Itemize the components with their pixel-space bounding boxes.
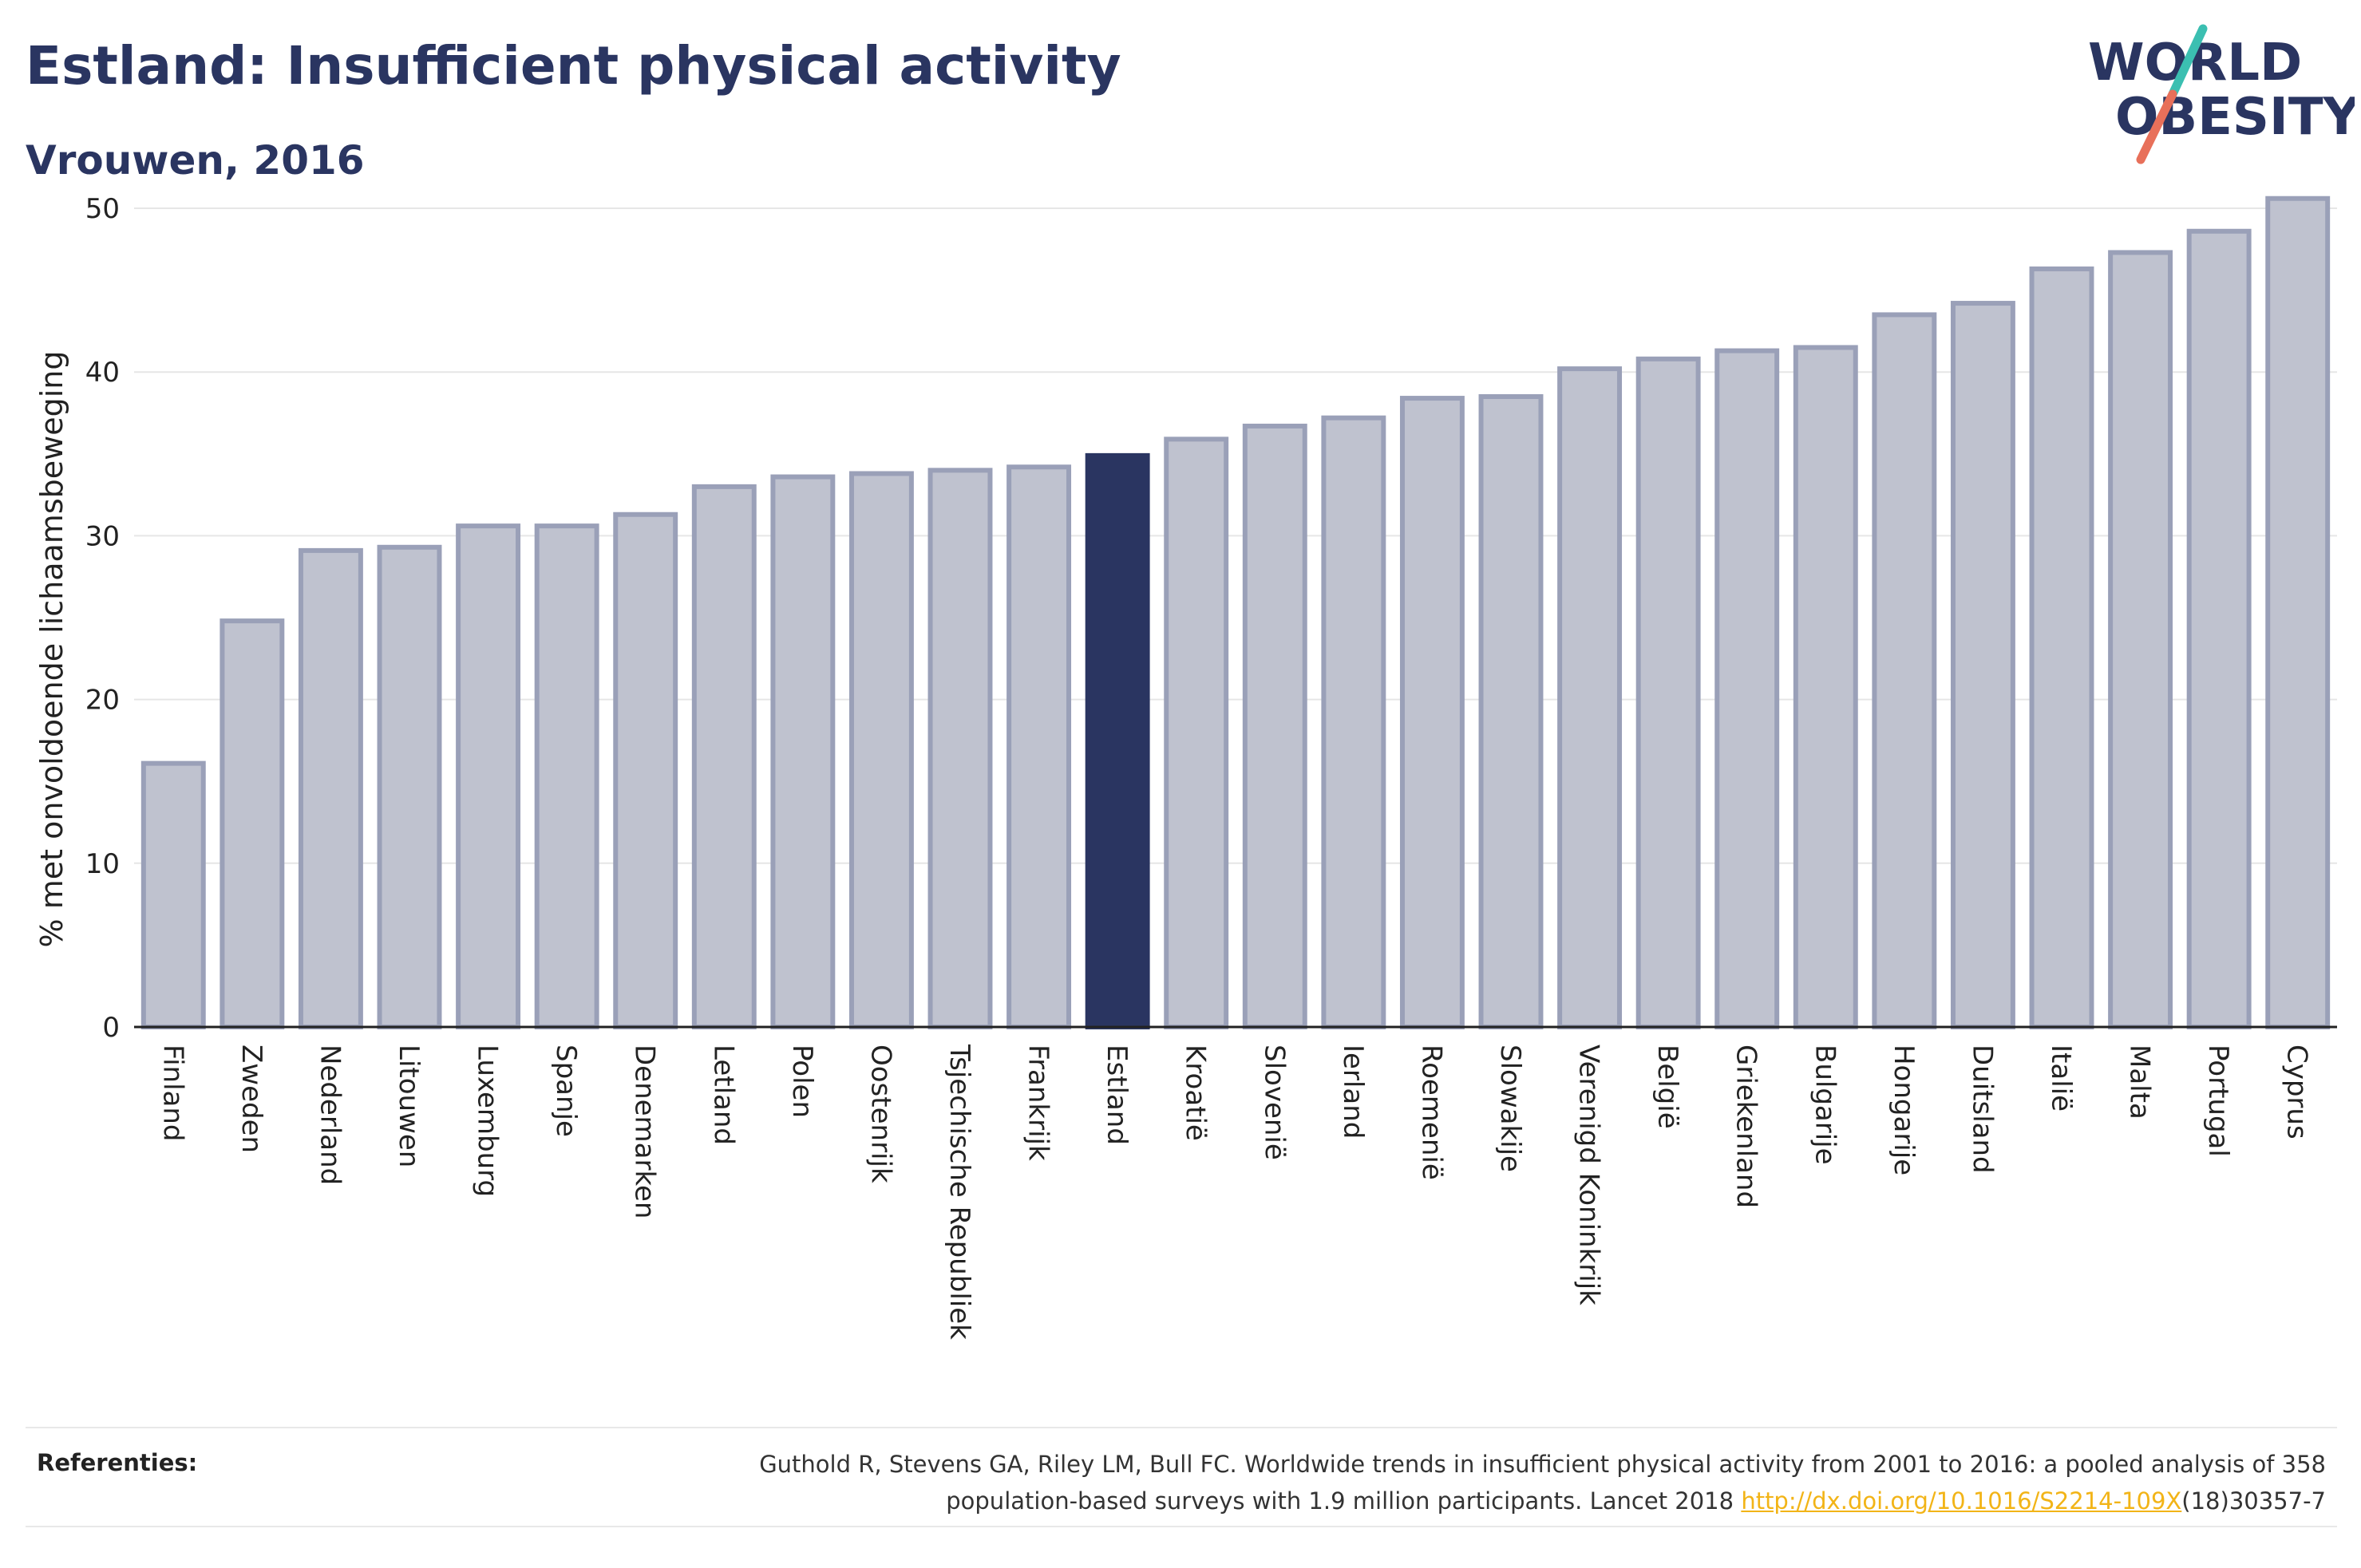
bar: [613, 511, 678, 1029]
x-tick-label: Litouwen: [393, 1045, 425, 1167]
x-tick-label: Estland: [1101, 1045, 1133, 1145]
bar: [298, 547, 363, 1029]
bar: [2186, 228, 2252, 1029]
x-tick-label: Spanje: [550, 1045, 582, 1137]
page-subtitle: Vrouwen, 2016: [26, 137, 365, 184]
bar: [1478, 394, 1544, 1029]
references-divider-bottom: [26, 1526, 2337, 1527]
y-tick-label: 10: [85, 848, 120, 880]
bar: [2265, 196, 2331, 1029]
bar: [927, 468, 993, 1029]
references-divider-top: [26, 1427, 2337, 1428]
x-tick-label: Zweden: [235, 1045, 267, 1153]
bar: [2108, 250, 2173, 1030]
references-line1: Guthold R, Stevens GA, Riley LM, Bull FC…: [759, 1451, 2326, 1478]
bar: [1714, 348, 1780, 1029]
x-tick-label: Slowakije: [1494, 1045, 1526, 1172]
references-text: Guthold R, Stevens GA, Riley LM, Bull FC…: [490, 1446, 2326, 1519]
x-tick-label: Luxemburg: [472, 1045, 504, 1197]
x-tick-label: Verenigd Koninkrijk: [1573, 1045, 1605, 1305]
bar: [219, 618, 285, 1029]
y-tick-label: 30: [85, 520, 120, 552]
bar-highlight: [1085, 452, 1150, 1029]
y-tick-label: 20: [85, 685, 120, 717]
x-tick-label: Malta: [2124, 1045, 2156, 1120]
x-tick-label: Hongarije: [1888, 1045, 1920, 1175]
x-tick-label: Denemarken: [629, 1045, 661, 1218]
bar: [2029, 266, 2094, 1030]
references-line2-post: (18)30357-7: [2181, 1487, 2326, 1515]
bar: [691, 484, 757, 1029]
bar: [1164, 436, 1229, 1029]
bar: [1950, 301, 2015, 1029]
bar: [1793, 345, 1858, 1030]
logo-slash-teal: [2168, 24, 2208, 99]
x-tick-label: Slovenië: [1258, 1045, 1290, 1160]
x-tick-label: Portugal: [2202, 1045, 2234, 1157]
x-tick-label: Tsjechische Republiek: [943, 1044, 975, 1340]
bar: [1557, 366, 1623, 1029]
x-tick-label: Kroatië: [1180, 1045, 1212, 1141]
y-tick-label: 50: [85, 193, 120, 225]
bar: [456, 523, 521, 1029]
bar: [1242, 423, 1307, 1029]
x-tick-label: Bulgarije: [1809, 1045, 1841, 1165]
x-tick-label: Duitsland: [1966, 1045, 1998, 1174]
bar: [534, 523, 599, 1029]
references-label: Referenties:: [37, 1449, 198, 1476]
page-title: Estland: Insufficient physical activity: [26, 35, 1121, 97]
x-tick-label: België: [1651, 1045, 1683, 1129]
x-tick-label: Nederland: [314, 1045, 346, 1185]
references-doi-link[interactable]: http://dx.doi.org/10.1016/S2214-109X: [1741, 1487, 2182, 1515]
bar: [1399, 396, 1465, 1029]
x-tick-label: Ierland: [1337, 1045, 1369, 1139]
x-tick-label: Italië: [2045, 1045, 2077, 1112]
y-axis-title: % met onvoldoende lichaamsbeweging: [34, 351, 69, 948]
references-line2-pre: population-based surveys with 1.9 millio…: [946, 1487, 1742, 1515]
bar: [1321, 415, 1386, 1029]
bar: [1635, 356, 1701, 1030]
bars: [140, 196, 2331, 1030]
x-tick-label: Polen: [786, 1045, 818, 1118]
bar: [1872, 312, 1937, 1029]
world-obesity-logo: WORLD OBESITY: [2088, 24, 2355, 164]
bar: [1006, 464, 1072, 1029]
y-tick-label: 40: [85, 357, 120, 389]
bar: [848, 471, 914, 1029]
bar: [377, 544, 442, 1029]
references-line2: population-based surveys with 1.9 millio…: [490, 1483, 2326, 1519]
x-tick-label: Letland: [707, 1045, 739, 1145]
bar: [770, 474, 836, 1029]
y-tick-label: 0: [102, 1012, 120, 1044]
bar: [140, 760, 206, 1029]
x-tick-label: Oostenrijk: [864, 1045, 896, 1183]
tick-labels: 0 10 20 30 40 50 Finland Zweden Nederland Litouwe…: [34, 193, 2313, 1340]
x-tick-label: Frankrijk: [1022, 1045, 1054, 1161]
bar-chart: 0 10 20 30 40 50 Finland Zweden Nederland Litouwe…: [34, 193, 2337, 1340]
x-tick-label: Finland: [156, 1045, 188, 1142]
x-tick-label: Cyprus: [2281, 1045, 2313, 1139]
x-tick-label: Griekenland: [1730, 1045, 1762, 1208]
x-tick-label: Roemenië: [1415, 1045, 1447, 1180]
logo-slash-coral: [2136, 89, 2177, 164]
